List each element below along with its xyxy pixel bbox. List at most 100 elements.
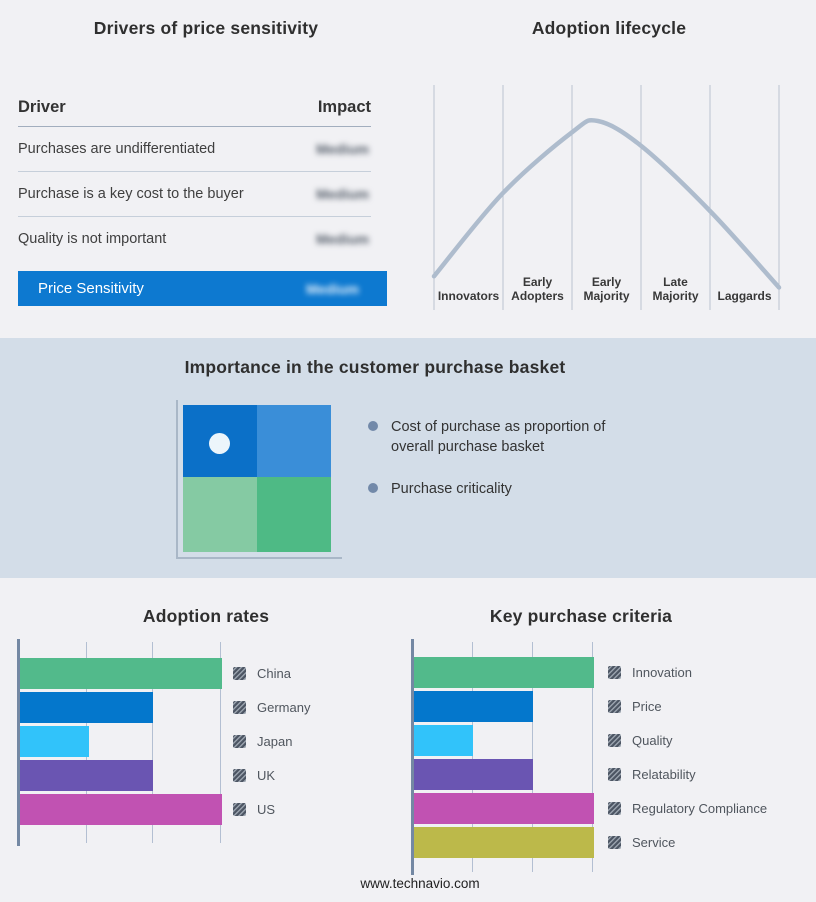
bar-quality — [414, 725, 474, 756]
lifecycle-bell-curve — [431, 117, 782, 290]
purchase-basket-band: Importance in the customer purchase bask… — [0, 338, 816, 578]
legend-swatch-icon — [233, 701, 246, 714]
legend-item: UK — [233, 760, 310, 791]
legend-label: China — [257, 666, 291, 681]
impact-column-header: Impact — [317, 98, 371, 116]
legend-item: Relatability — [608, 759, 767, 790]
driver-cell: Quality is not important — [18, 231, 167, 247]
quadrant-cell-top-right — [257, 405, 331, 477]
adoption-rates-legend: China Germany Japan UK US — [233, 658, 310, 825]
adoption-rates-plot — [17, 639, 222, 846]
legend-item: Price — [608, 691, 767, 722]
legend-label: Relatability — [632, 767, 696, 782]
legend-label: Innovation — [632, 665, 692, 680]
key-purchase-criteria-title: Key purchase criteria — [489, 606, 673, 626]
bullet-icon — [368, 483, 378, 493]
driver-cell: Purchases are undifferentiated — [18, 141, 216, 157]
quadrant-matrix — [183, 405, 331, 552]
legend-label: Japan — [257, 734, 293, 749]
legend-swatch-icon — [608, 700, 621, 713]
legend-swatch-icon — [608, 836, 621, 849]
driver-row: Purchase is a key cost to the buyer Medi… — [18, 172, 371, 217]
legend-label: US — [257, 802, 276, 817]
quadrant-marker-dot — [209, 433, 230, 454]
adoption-lifecycle-chart — [431, 85, 782, 310]
lifecycle-panel-title: Adoption lifecycle — [531, 18, 687, 38]
legend-swatch-icon — [608, 768, 621, 781]
y-axis-line — [411, 639, 414, 875]
legend-item: Innovation — [608, 657, 767, 688]
gridline — [592, 642, 593, 872]
legend-label: Regulatory Compliance — [632, 801, 768, 816]
quadrant-cell-bottom-left — [183, 477, 257, 552]
driver-column-header: Driver — [18, 98, 66, 116]
driver-row: Quality is not important Medium — [18, 217, 371, 261]
legend-item: Germany — [233, 692, 310, 723]
lifecycle-stage-label: Early Adopters — [511, 275, 564, 304]
legend-item: Regulatory Compliance — [608, 793, 767, 824]
lifecycle-stage-labels: Innovators Early Adopters Early Majority La… — [434, 272, 779, 304]
lifecycle-stage-label: Innovators — [437, 289, 500, 304]
y-axis-line — [17, 639, 20, 846]
legend-item: Quality — [608, 725, 767, 756]
bar-germany — [20, 692, 154, 723]
legend-item: China — [233, 658, 310, 689]
website-url: www.technavio.com — [360, 876, 480, 891]
bar-service — [414, 827, 594, 858]
legend-swatch-icon — [233, 769, 246, 782]
legend-label: Germany — [257, 700, 311, 715]
bar-relatability — [414, 759, 533, 790]
legend-swatch-icon — [608, 802, 621, 815]
basket-bullet-list: Cost of purchase as proportion of overal… — [368, 417, 668, 499]
quadrant-x-axis-line — [176, 557, 342, 559]
legend-item: US — [233, 794, 310, 825]
price-row-impact-value: Medium — [306, 280, 359, 297]
lifecycle-stage-label: Late Majority — [652, 275, 699, 304]
legend-swatch-icon — [233, 803, 246, 816]
impact-cell: Medium — [316, 186, 369, 202]
gridline — [471, 642, 473, 872]
gridline — [532, 642, 534, 872]
bullet-text: Cost of purchase as proportion of overal… — [391, 419, 606, 455]
drivers-table: Driver Impact Purchases are undifferenti… — [18, 98, 371, 261]
key-purchase-criteria-plot — [411, 639, 594, 875]
basket-panel-title: Importance in the customer purchase bask… — [184, 357, 566, 377]
lifecycle-stage-label: Laggards — [717, 289, 772, 304]
legend-label: Quality — [632, 733, 673, 748]
bar-china — [20, 658, 222, 689]
bar-us — [20, 794, 222, 825]
quadrant-y-axis-line — [176, 400, 178, 558]
bar-japan — [20, 726, 89, 757]
legend-label: UK — [257, 768, 276, 783]
driver-row: Purchases are undifferentiated Medium — [18, 127, 371, 172]
legend-item: Japan — [233, 726, 310, 757]
bar-regulatory-compliance — [414, 793, 594, 824]
legend-item: Service — [608, 827, 767, 858]
bar-innovation — [414, 657, 594, 688]
legend-swatch-icon — [608, 734, 621, 747]
drivers-panel-title: Drivers of price sensitivity — [93, 18, 319, 38]
bar-uk — [20, 760, 154, 791]
lifecycle-stage-label: Early Majority — [583, 275, 630, 304]
price-sensitivity-row: Price Sensitivity Medium — [18, 271, 387, 306]
drivers-table-header: Driver Impact — [18, 98, 371, 127]
impact-cell: Medium — [316, 231, 369, 247]
legend-swatch-icon — [233, 667, 246, 680]
quadrant-cell-bottom-right — [257, 477, 331, 552]
gridline — [220, 642, 221, 843]
bar-price — [414, 691, 533, 722]
key-purchase-criteria-legend: Innovation Price Quality Relatability Re… — [608, 657, 767, 858]
impact-cell: Medium — [316, 141, 369, 157]
bullet-text: Purchase criticality — [391, 481, 512, 497]
bullet-item: Purchase criticality — [368, 479, 668, 499]
drivers-table-body: Purchases are undifferentiated Medium Pu… — [18, 127, 371, 261]
bullet-icon — [368, 421, 378, 431]
legend-label: Price — [632, 699, 662, 714]
driver-cell: Purchase is a key cost to the buyer — [18, 186, 244, 202]
legend-swatch-icon — [608, 666, 621, 679]
legend-label: Service — [632, 835, 676, 850]
adoption-rates-title: Adoption rates — [142, 606, 270, 626]
legend-swatch-icon — [233, 735, 246, 748]
price-row-label: Price Sensitivity — [38, 280, 144, 297]
